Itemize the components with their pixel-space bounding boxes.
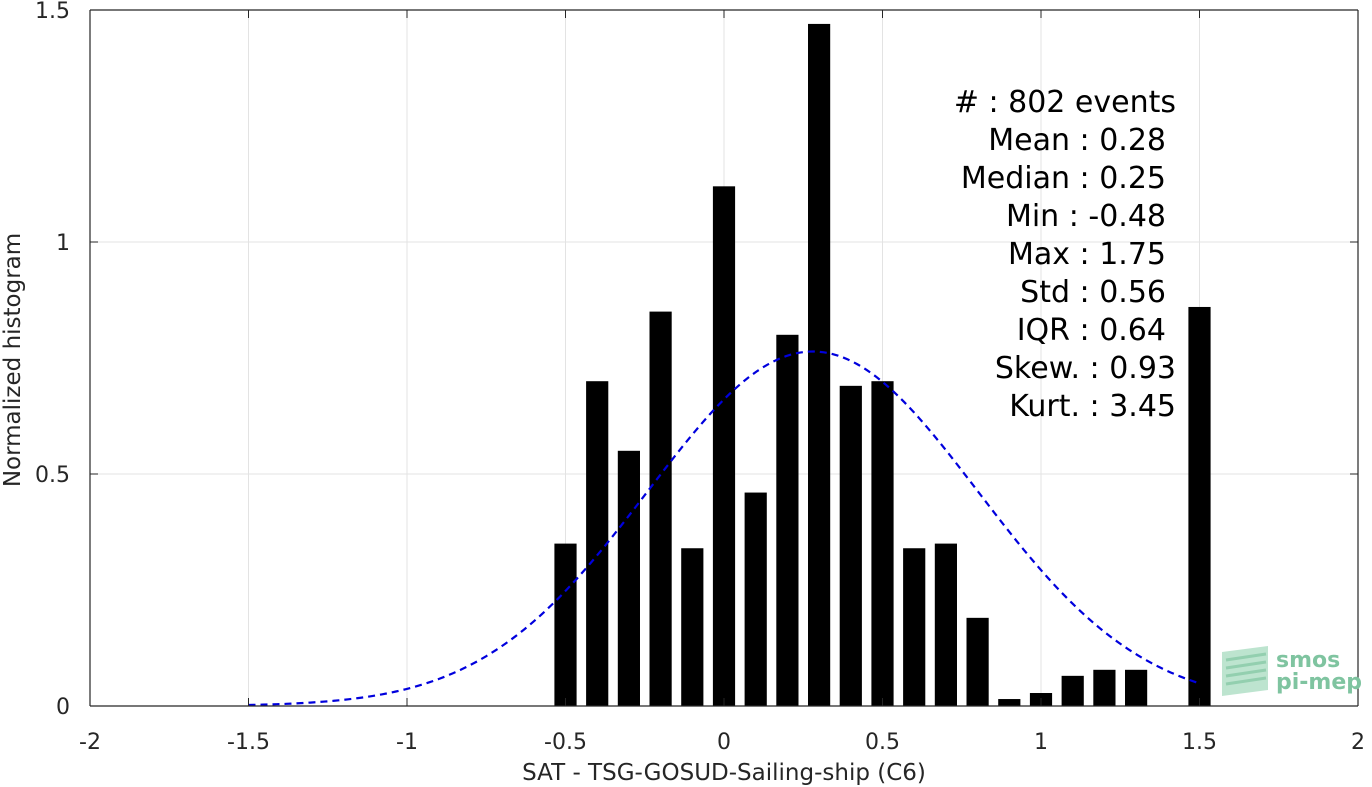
- histogram-bar: [681, 548, 704, 706]
- x-axis-label: SAT - TSG-GOSUD-Sailing-ship (C6): [522, 760, 926, 786]
- histogram-bar: [1061, 675, 1084, 706]
- stat-median: Median : 0.25: [961, 161, 1166, 196]
- histogram-bar: [1125, 669, 1148, 706]
- y-tick-label: 0: [56, 695, 70, 720]
- stat-skew: Skew. : 0.93: [995, 351, 1176, 386]
- statistics-box: # : 802 events Mean : 0.28 Median : 0.25…: [954, 85, 1176, 424]
- stat-max: Max : 1.75: [1008, 237, 1166, 272]
- stat-iqr: IQR : 0.64: [1017, 313, 1166, 348]
- histogram-bar: [1093, 669, 1116, 706]
- x-tick-label: -1.5: [227, 730, 270, 755]
- histogram-bar: [839, 385, 862, 706]
- histogram-bar: [649, 311, 672, 706]
- histogram-bar: [808, 23, 831, 707]
- histogram-bar: [712, 186, 736, 706]
- histogram-bar: [586, 381, 609, 706]
- stat-kurt: Kurt. : 3.45: [1009, 389, 1176, 424]
- stat-min: Min : -0.48: [1006, 199, 1166, 234]
- histogram-bars: [554, 23, 1211, 707]
- x-tick-label: 1: [1034, 730, 1048, 755]
- histogram-bar: [776, 334, 799, 706]
- y-tick-label: 0.5: [35, 463, 70, 488]
- stat-events: # : 802 events: [954, 85, 1176, 120]
- x-tick-label: 1.5: [1182, 730, 1217, 755]
- logo-line1: smos: [1276, 648, 1340, 673]
- histogram-bar: [1188, 306, 1211, 706]
- histogram-bar: [998, 699, 1021, 706]
- histogram-bar: [903, 548, 926, 706]
- x-tick-label: -0.5: [544, 730, 587, 755]
- normal-fit-curve: [248, 350, 1200, 707]
- x-tick-label: 0.5: [865, 730, 900, 755]
- stat-std: Std : 0.56: [1020, 275, 1166, 310]
- axes-frame: [89, 9, 1359, 707]
- x-tick-labels: -2 -1.5 -1 -0.5 0 0.5 1 1.5 2: [79, 730, 1365, 755]
- logo-waves-icon: [1222, 646, 1268, 696]
- histogram-bar: [744, 492, 767, 706]
- histogram-bar: [934, 543, 957, 706]
- y-tick-labels: 0 0.5 1 1.5: [35, 0, 70, 720]
- y-tick-label: 1.5: [35, 0, 70, 24]
- y-tick-label: 1: [56, 231, 70, 256]
- histogram-bar: [617, 450, 640, 706]
- logo-line2: pi-mep: [1276, 670, 1362, 695]
- x-tick-label: -2: [79, 730, 101, 755]
- x-tick-label: 2: [1351, 730, 1365, 755]
- histogram-bar: [871, 381, 894, 706]
- histogram-bar: [966, 617, 989, 706]
- stat-mean: Mean : 0.28: [988, 123, 1166, 158]
- smos-pi-mep-logo: smos pi-mep: [1222, 646, 1362, 696]
- x-tick-label: 0: [717, 730, 731, 755]
- y-axis-label: Normalized histogram: [0, 233, 26, 487]
- x-tick-label: -1: [396, 730, 418, 755]
- histogram-bar: [554, 543, 577, 706]
